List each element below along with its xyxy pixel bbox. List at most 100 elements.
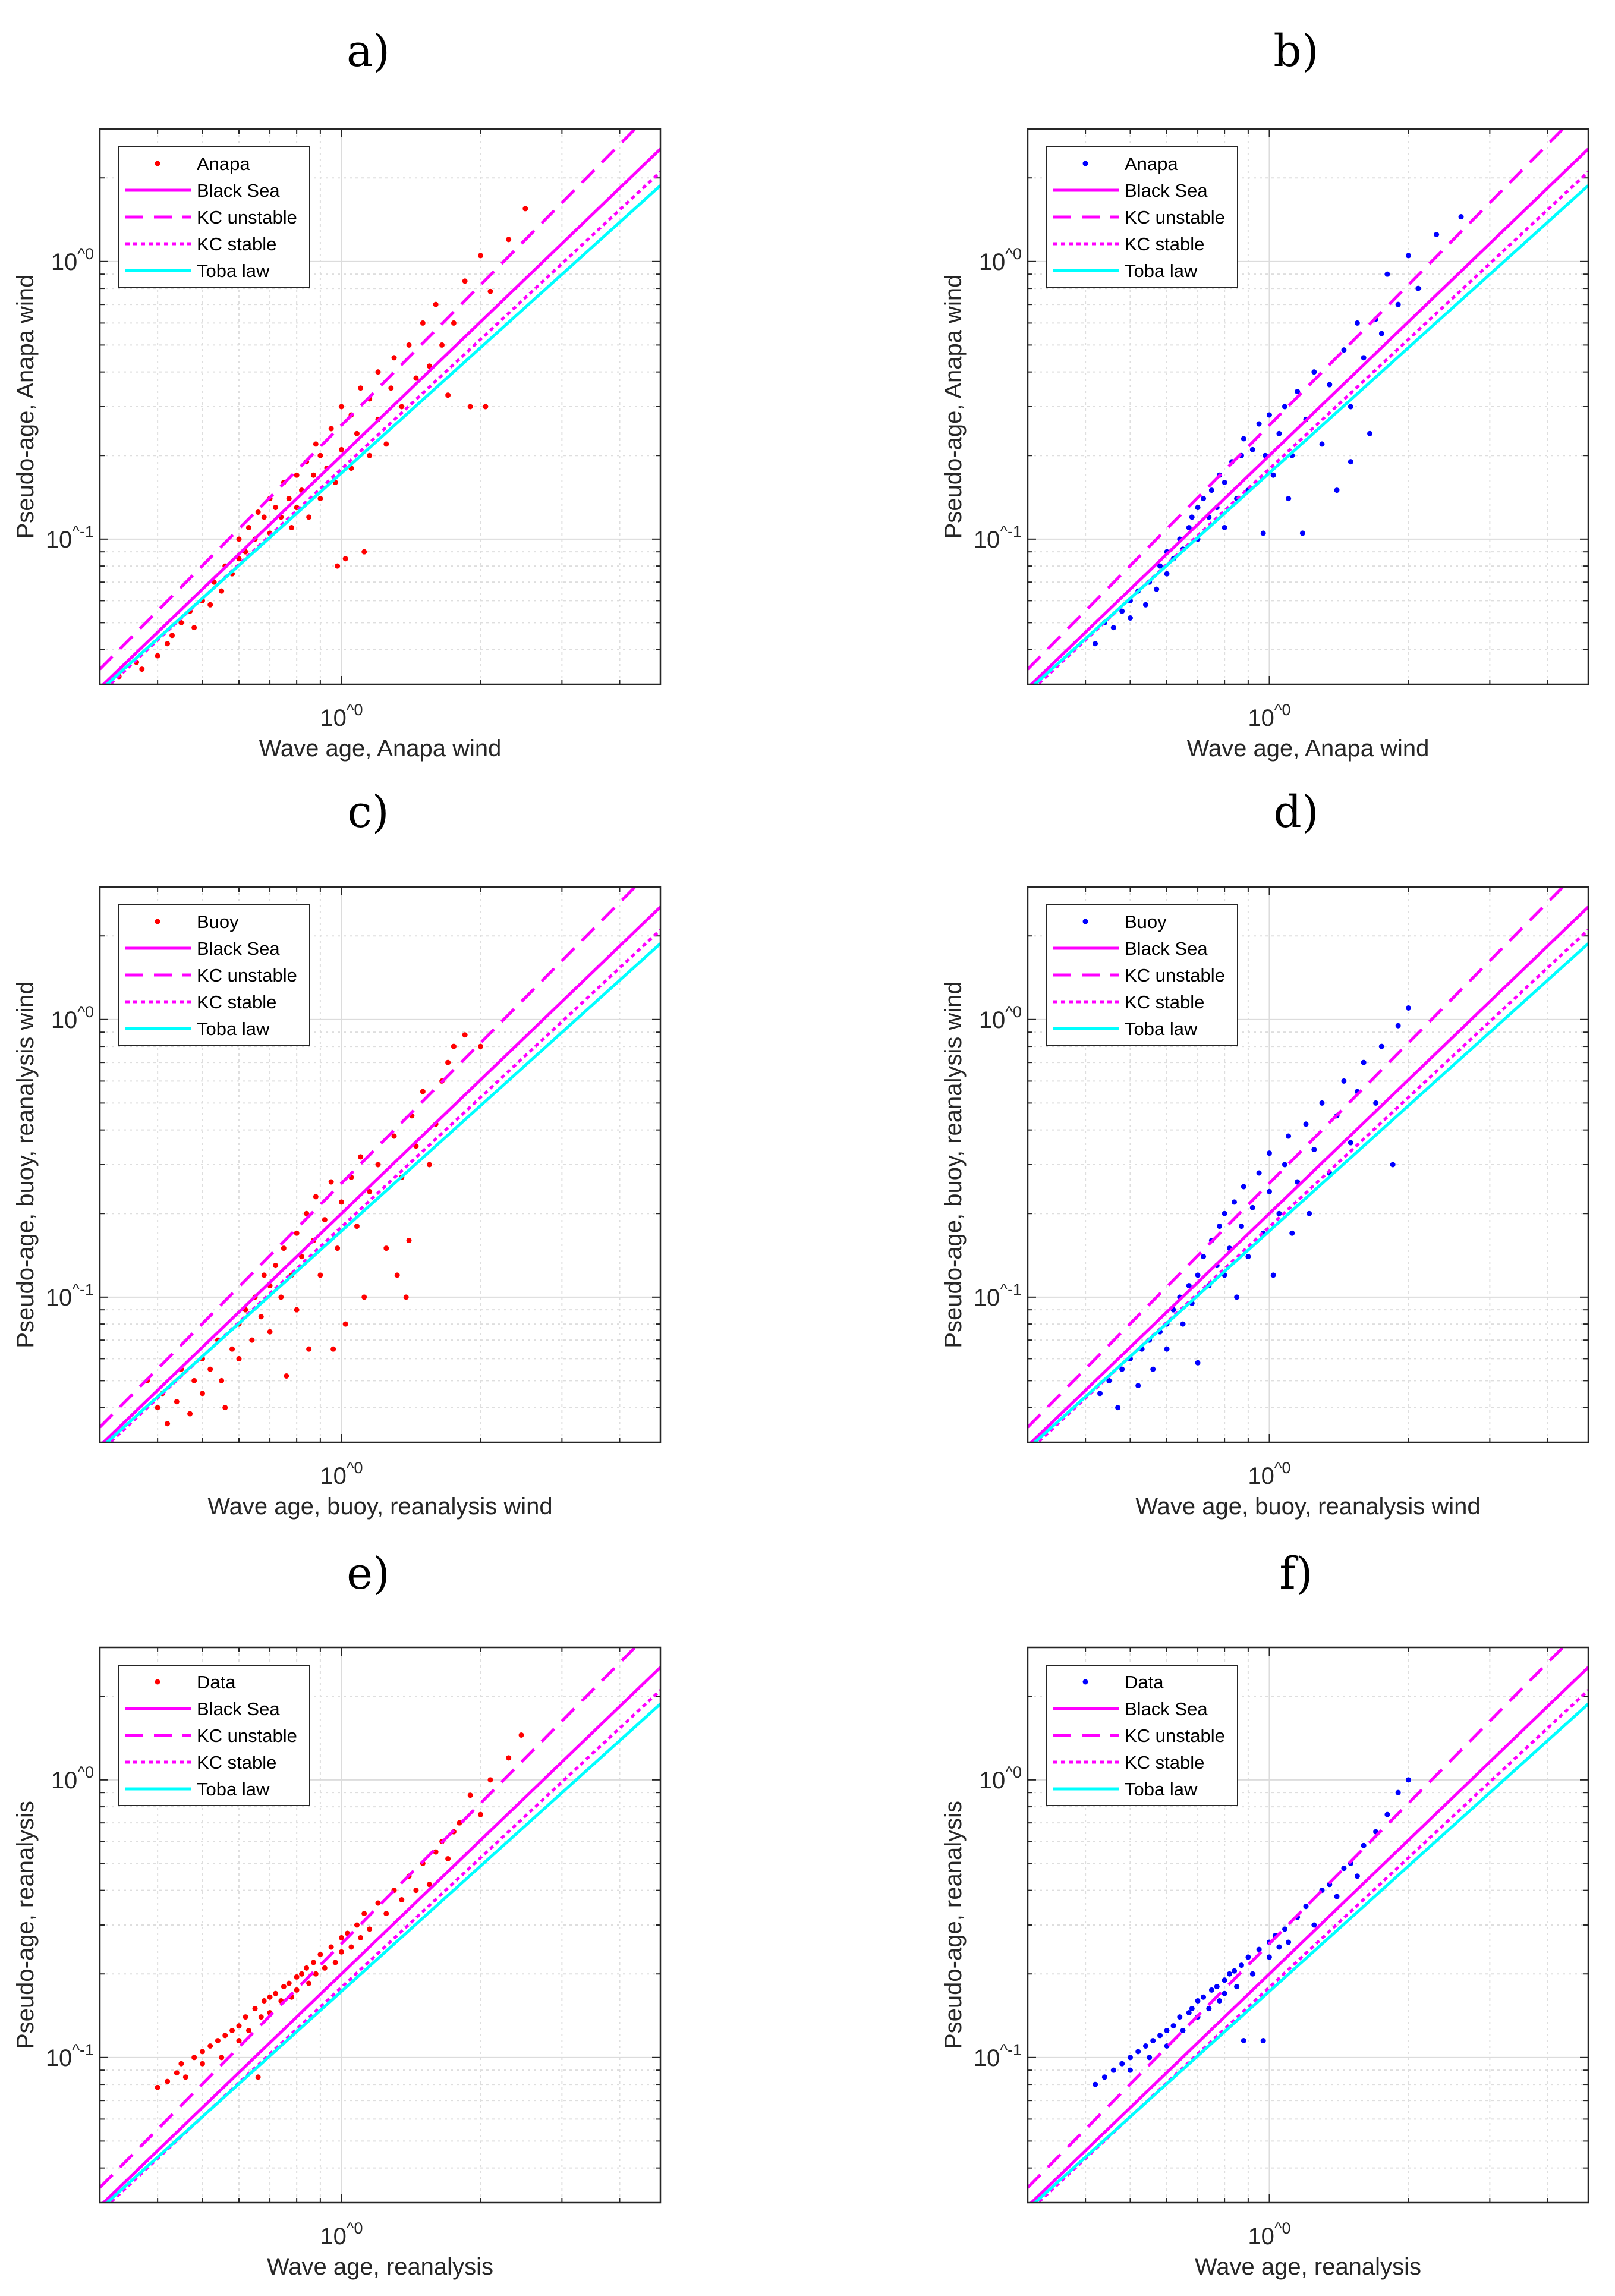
data-point [236, 2037, 242, 2043]
data-point [1241, 2037, 1246, 2043]
legend: Buoy Black Sea KC unstable KC stable Toba la… [118, 904, 310, 1046]
legend-label: KC stable [197, 1752, 276, 1773]
data-point [1127, 2067, 1133, 2073]
data-point [433, 1849, 439, 1855]
data-point [1319, 441, 1325, 447]
data-point [1217, 1998, 1223, 2004]
data-point [207, 1366, 213, 1372]
data-point [1311, 1922, 1317, 1928]
data-point [1186, 524, 1192, 530]
axes-frame [99, 886, 662, 1443]
legend-label: KC stable [1125, 992, 1204, 1012]
data-point [1186, 2009, 1192, 2015]
data-point [1127, 2055, 1133, 2061]
legend-box [1046, 1665, 1238, 1806]
data-point [255, 509, 261, 515]
data-point [406, 342, 412, 348]
data-point [1157, 2033, 1163, 2039]
data-point [219, 2055, 225, 2061]
line-black-sea [101, 147, 660, 684]
data-point [286, 1980, 292, 1986]
legend-label: KC unstable [197, 1725, 297, 1746]
data-point [273, 1990, 279, 1996]
data-point [328, 1179, 334, 1185]
data-point [1234, 1294, 1240, 1300]
data-point [174, 2070, 180, 2076]
data-point [420, 320, 426, 326]
data-point [1266, 1150, 1272, 1156]
data-point [284, 1373, 289, 1379]
legend-marker [155, 161, 160, 166]
scatter-series [1097, 1005, 1411, 1411]
data-point [1208, 487, 1214, 493]
data-point [165, 641, 171, 647]
data-point [306, 1346, 312, 1352]
data-point [1186, 1282, 1192, 1288]
data-point [1289, 1230, 1295, 1236]
panel-f: f) 10^0 10^-1 10^0 Wave age, reanalysis Pseud… [940, 1548, 1589, 2280]
data-point [1177, 2014, 1183, 2020]
legend-label: Black Sea [1125, 180, 1208, 201]
data-point [322, 1217, 328, 1223]
grid [100, 1647, 660, 2203]
data-point [155, 653, 160, 659]
data-point [1189, 514, 1195, 520]
data-point [1260, 2037, 1266, 2043]
data-point [304, 1210, 310, 1216]
data-point [178, 2061, 184, 2067]
legend-label: Black Sea [1125, 1699, 1208, 1719]
reference-lines [1028, 129, 1588, 684]
data-point [199, 2061, 205, 2067]
legend-label: Buoy [1125, 911, 1167, 932]
data-point [1361, 1059, 1367, 1065]
data-point [245, 524, 251, 530]
data-point [261, 1272, 267, 1278]
legend: Buoy Black Sea KC unstable KC stable Toba la… [1046, 904, 1238, 1046]
data-point [289, 524, 295, 530]
data-point [399, 404, 405, 410]
data-point [1266, 412, 1272, 418]
data-point [477, 1811, 483, 1817]
data-point [1395, 1789, 1401, 1795]
legend: Data Black Sea KC unstable KC stable Toba la… [118, 1665, 310, 1806]
panel-e: e) 10^0 10^-1 10^0 Wave age, reanalysis Pseud… [12, 1548, 662, 2280]
panel-title: b) [1273, 26, 1318, 77]
grid [100, 887, 660, 1442]
grid [1028, 129, 1588, 684]
data-point [1234, 1984, 1240, 1990]
data-point [330, 1346, 336, 1352]
data-point [219, 1377, 225, 1383]
data-point [361, 549, 367, 555]
data-point [1142, 602, 1148, 608]
data-point [1266, 1188, 1272, 1194]
x-axis-label: Wave age, reanalysis [1195, 2254, 1421, 2280]
data-point [261, 1998, 267, 2004]
data-point [294, 1987, 300, 1993]
data-point [1189, 2006, 1195, 2012]
data-point [1282, 404, 1287, 410]
legend-label: Toba law [1125, 1779, 1198, 1800]
data-point [1164, 2028, 1170, 2034]
data-point [361, 1911, 367, 1917]
data-point [306, 514, 312, 520]
legend-label: Data [1125, 1672, 1164, 1693]
legend-label: Toba law [1125, 260, 1198, 281]
y-tick-label: 10^0 [51, 245, 94, 275]
data-point [261, 514, 267, 520]
y-axis-label: Pseudo-age, buoy, reanalysis wind [12, 981, 39, 1348]
grid [1028, 1647, 1588, 2203]
y-tick-label: 10^-1 [46, 1281, 94, 1311]
data-point [1341, 347, 1347, 353]
data-point [182, 2074, 188, 2080]
data-point [1378, 1043, 1384, 1049]
data-point [328, 1944, 334, 1950]
data-point [1295, 389, 1301, 395]
data-point [358, 1935, 364, 1940]
legend-label: Toba law [197, 260, 270, 281]
axes-frame [99, 128, 662, 685]
data-point [1201, 1994, 1207, 2000]
data-point [1195, 1998, 1201, 2004]
data-point [255, 2074, 261, 2080]
data-point [1378, 331, 1384, 336]
axes-frame [1027, 128, 1589, 685]
